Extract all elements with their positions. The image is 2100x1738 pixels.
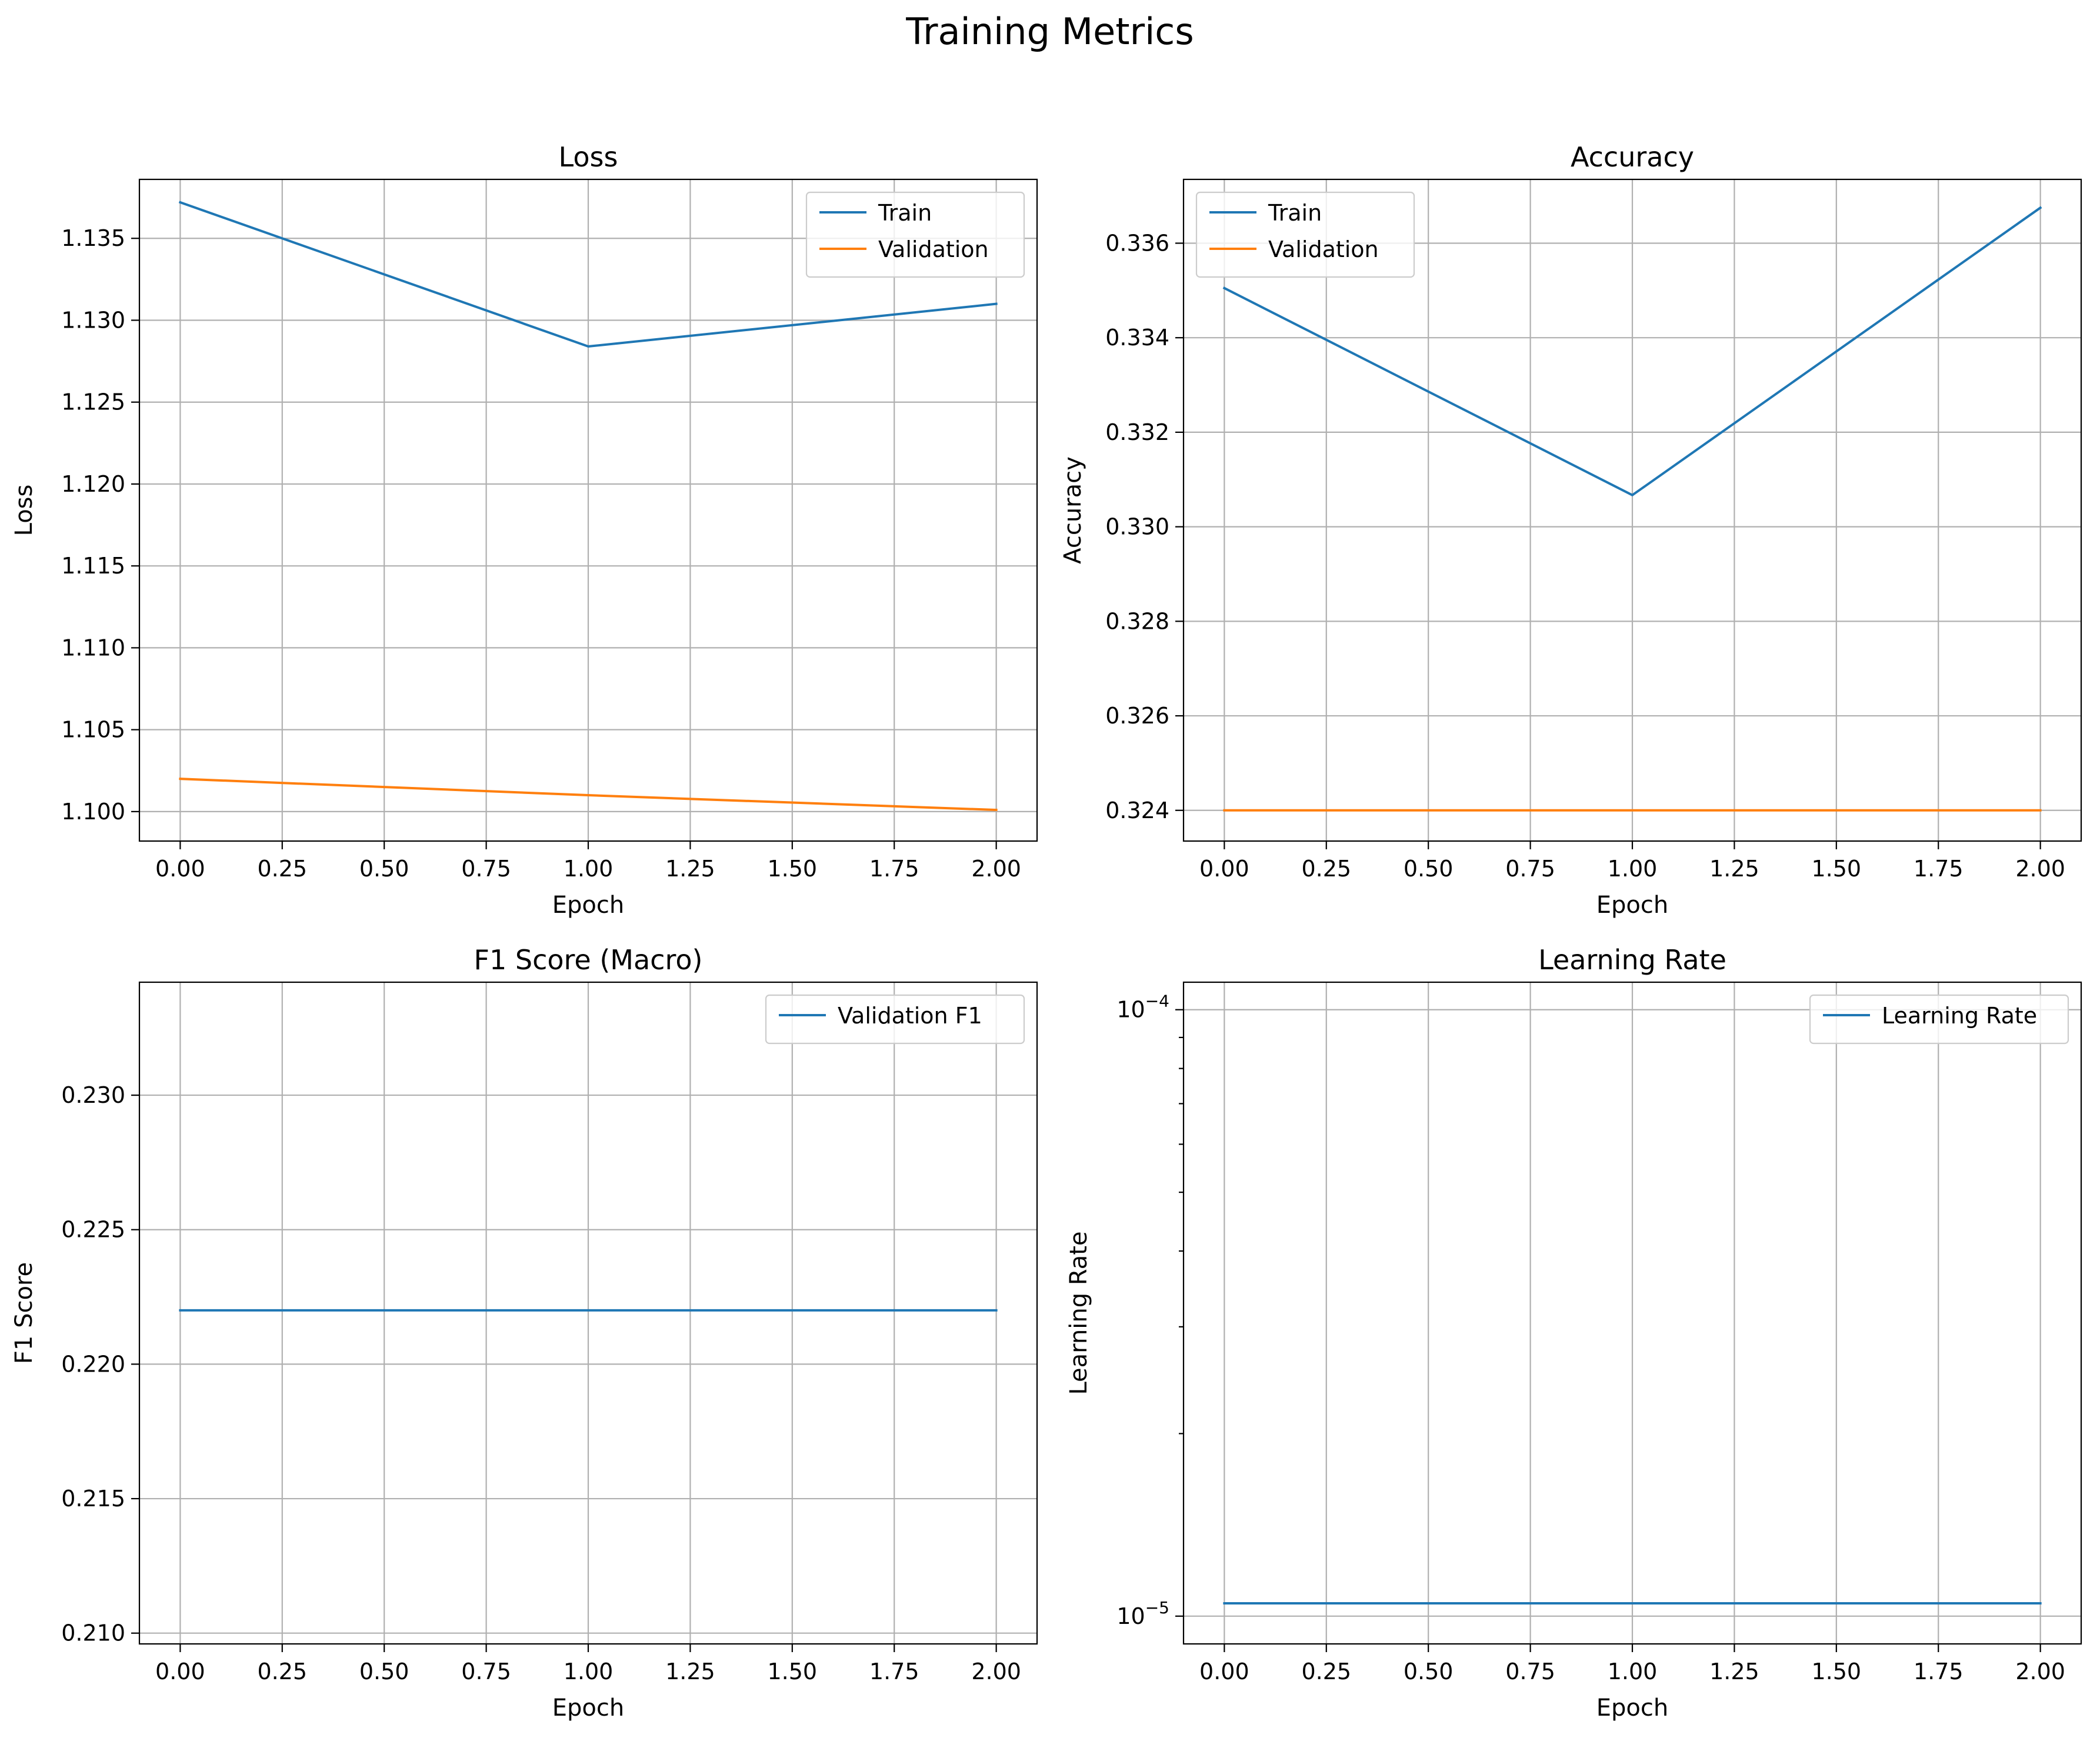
accuracy-x-tick-label: 0.75 bbox=[1505, 856, 1555, 882]
loss-x-tick-label: 1.50 bbox=[768, 856, 818, 882]
accuracy-x-tick-label: 1.00 bbox=[1608, 856, 1658, 882]
learning-rate-x-tick-label: 1.50 bbox=[1812, 1659, 1862, 1684]
loss-y-tick-label: 1.130 bbox=[61, 307, 125, 333]
loss-x-tick-label: 2.00 bbox=[971, 856, 1021, 882]
f1-score-macro-x-tick-label: 1.50 bbox=[768, 1659, 818, 1684]
accuracy-y-tick-label: 0.326 bbox=[1105, 703, 1169, 729]
f1-score-macro-x-tick-label: 1.00 bbox=[564, 1659, 614, 1684]
loss-y-tick-label: 1.125 bbox=[61, 389, 125, 415]
accuracy-y-tick-label: 0.334 bbox=[1105, 325, 1169, 351]
accuracy-y-tick-label: 0.324 bbox=[1105, 798, 1169, 823]
loss-y-tick-label: 1.135 bbox=[61, 225, 125, 251]
accuracy-x-tick-label: 0.00 bbox=[1199, 856, 1249, 882]
learning-rate-legend-box bbox=[1809, 994, 2069, 1045]
f1-score-macro-y-tick-label: 0.230 bbox=[61, 1082, 125, 1108]
learning-rate-y-tick-label: 10−5 bbox=[1116, 1598, 1169, 1629]
f1-score-macro-y-tick-label: 0.220 bbox=[61, 1351, 125, 1377]
loss-x-tick-label: 1.25 bbox=[665, 856, 715, 882]
loss-x-tick-label: 0.75 bbox=[461, 856, 511, 882]
loss-y-tick-label: 1.105 bbox=[61, 717, 125, 743]
learning-rate-x-tick-label: 1.25 bbox=[1709, 1659, 1759, 1684]
learning-rate-legend-label-learning-rate: Learning Rate bbox=[1882, 1003, 2037, 1029]
loss-panel: 0.00 0.25 0.50 0.75 1.00 1.25 1.50 1.75 2.00 1.10… bbox=[11, 141, 1038, 919]
accuracy-x-tick-label: 0.50 bbox=[1404, 856, 1454, 882]
loss-y-tick-label: 1.110 bbox=[61, 635, 125, 660]
accuracy-title: Accuracy bbox=[1571, 141, 1694, 173]
learning-rate-title: Learning Rate bbox=[1538, 944, 1726, 976]
loss-title: Loss bbox=[559, 141, 618, 173]
loss-x-tick-label: 0.00 bbox=[155, 856, 205, 882]
accuracy-x-tick-label: 2.00 bbox=[2015, 856, 2065, 882]
learning-rate-x-tick-label: 2.00 bbox=[2015, 1659, 2065, 1684]
accuracy-y-tick-label: 0.336 bbox=[1105, 230, 1169, 256]
loss-y-tick-label: 1.115 bbox=[61, 553, 125, 579]
f1-score-macro-x-tick-label: 1.75 bbox=[869, 1659, 919, 1684]
accuracy-series-train-line bbox=[1222, 206, 2042, 496]
learning-rate-x-tick-label: 1.00 bbox=[1608, 1659, 1658, 1684]
loss-series-validation-line bbox=[179, 778, 998, 812]
f1-score-macro-x-tick-label: 0.75 bbox=[461, 1659, 511, 1684]
loss-x-tick-label: 0.25 bbox=[257, 856, 307, 882]
learning-rate-x-axis-label: Epoch bbox=[1596, 1694, 1668, 1722]
f1-score-macro-legend-label-validation-f1: Validation F1 bbox=[838, 1003, 982, 1029]
accuracy-legend-label-validation: Validation bbox=[1268, 236, 1379, 262]
loss-series-train-line bbox=[178, 201, 998, 348]
learning-rate-x-tick-label: 0.75 bbox=[1505, 1659, 1555, 1684]
accuracy-x-tick-label: 1.75 bbox=[1914, 856, 1964, 882]
f1-score-macro-legend-box bbox=[765, 994, 1025, 1045]
f1-score-macro-title: F1 Score (Macro) bbox=[474, 944, 703, 976]
learning-rate-y-axis-label: Learning Rate bbox=[1065, 1231, 1092, 1395]
loss-x-axis-label: Epoch bbox=[552, 892, 624, 919]
f1-score-macro-x-tick-label: 2.00 bbox=[971, 1659, 1021, 1684]
f1-score-macro-x-tick-label: 0.00 bbox=[155, 1659, 205, 1684]
accuracy-y-tick-label: 0.332 bbox=[1105, 419, 1169, 445]
loss-y-axis-label: Loss bbox=[11, 485, 38, 536]
chart-panels: 0.00 0.25 0.50 0.75 1.00 1.25 1.50 1.75 2.00 1.10… bbox=[11, 141, 2082, 1722]
accuracy-x-tick-label: 1.25 bbox=[1709, 856, 1759, 882]
learning-rate-x-tick-label: 0.00 bbox=[1199, 1659, 1249, 1684]
accuracy-x-tick-label: 1.50 bbox=[1812, 856, 1862, 882]
accuracy-y-tick-label: 0.328 bbox=[1105, 608, 1169, 634]
f1-score-macro-x-tick-label: 0.50 bbox=[359, 1659, 409, 1684]
f1-score-macro-x-tick-label: 1.25 bbox=[665, 1659, 715, 1684]
f1-score-macro-y-tick-label: 0.225 bbox=[61, 1217, 125, 1243]
learning-rate-x-tick-label: 0.25 bbox=[1301, 1659, 1351, 1684]
learning-rate-x-tick-label: 1.75 bbox=[1914, 1659, 1964, 1684]
f1-score-macro-x-axis-label: Epoch bbox=[552, 1694, 624, 1722]
learning-rate-panel: 0.00 0.25 0.50 0.75 1.00 1.25 1.50 1.75 2.00 10−5… bbox=[1065, 944, 2082, 1722]
accuracy-panel: 0.00 0.25 0.50 0.75 1.00 1.25 1.50 1.75 2.00 0.32… bbox=[1059, 141, 2082, 919]
loss-legend-label-train: Train bbox=[878, 200, 932, 226]
accuracy-x-axis-label: Epoch bbox=[1596, 892, 1668, 919]
accuracy-y-axis-label: Accuracy bbox=[1059, 456, 1086, 564]
loss-y-tick-label: 1.120 bbox=[61, 471, 125, 497]
accuracy-x-tick-label: 0.25 bbox=[1301, 856, 1351, 882]
figure-title: Training Metrics bbox=[905, 10, 1194, 53]
f1-score-macro-x-tick-label: 0.25 bbox=[257, 1659, 307, 1684]
loss-x-tick-label: 0.50 bbox=[359, 856, 409, 882]
f1-score-macro-y-tick-label: 0.215 bbox=[61, 1486, 125, 1512]
f1-score-macro-panel: 0.00 0.25 0.50 0.75 1.00 1.25 1.50 1.75 2.00 0.21… bbox=[11, 944, 1038, 1722]
loss-x-tick-label: 1.00 bbox=[564, 856, 614, 882]
learning-rate-y-tick-label: 10−4 bbox=[1116, 992, 1169, 1023]
accuracy-y-tick-label: 0.330 bbox=[1105, 514, 1169, 540]
f1-score-macro-y-tick-label: 0.210 bbox=[61, 1620, 125, 1646]
loss-y-tick-label: 1.100 bbox=[61, 799, 125, 825]
f1-score-macro-y-axis-label: F1 Score bbox=[11, 1262, 38, 1364]
loss-legend-label-validation: Validation bbox=[878, 236, 989, 262]
learning-rate-x-tick-label: 0.50 bbox=[1404, 1659, 1454, 1684]
loss-x-tick-label: 1.75 bbox=[869, 856, 919, 882]
accuracy-legend-label-train: Train bbox=[1268, 200, 1322, 226]
